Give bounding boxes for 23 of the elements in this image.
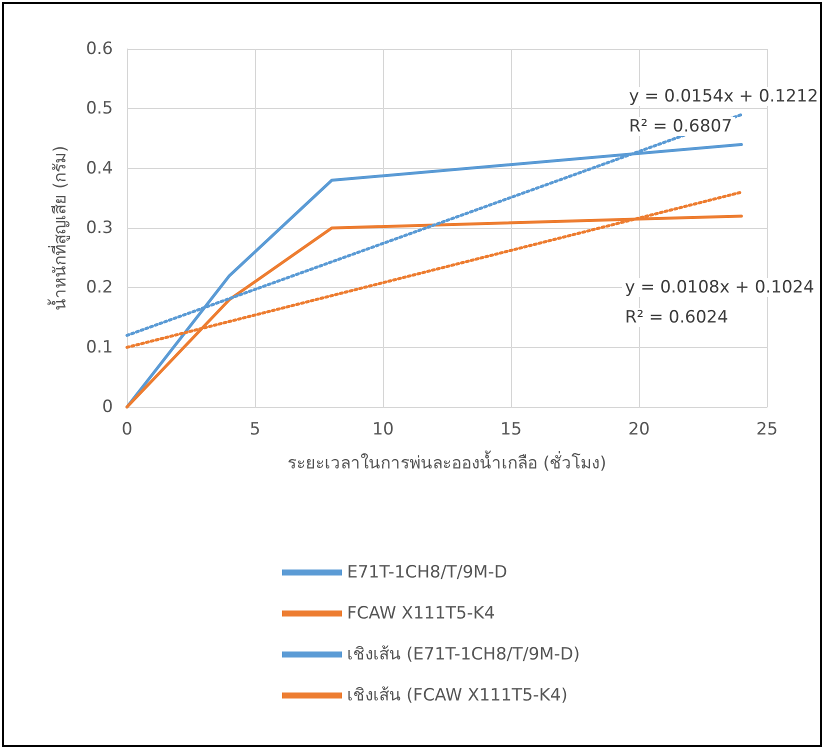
x-tick-label: 15 (500, 420, 522, 440)
annotation: R² = 0.6807 (628, 116, 732, 136)
legend-label: E71T-1CH8/T/9M-D (347, 562, 508, 582)
annotation: y = 0.0154x + 0.1212 (628, 86, 818, 106)
y-tick-label: 0.5 (86, 98, 113, 119)
x-tick-label: 20 (628, 420, 650, 440)
legend-label: FCAW X111T5-K4 (347, 604, 495, 624)
legend-label: เชิงเส้น (E71T-1CH8/T/9M-D) (347, 644, 580, 664)
y-tick-label: 0.4 (86, 158, 113, 178)
y-tick-label: 0.1 (86, 337, 113, 358)
y-tick-label: 0.6 (86, 39, 113, 59)
y-tick-label: 0 (102, 397, 113, 417)
x-axis-title: ระยะเวลาในการพ่นละอองน้ำเกลือ (ชั่วโมง) (288, 450, 606, 474)
annotation: R² = 0.6024 (624, 308, 728, 328)
x-tick-label: 0 (122, 420, 132, 440)
x-tick-label: 25 (756, 420, 778, 440)
legend-label: เชิงเส้น (FCAW X111T5-K4) (347, 686, 568, 706)
y-axis-title: น้ำหนักที่สูญเสีย (กรัม) (48, 146, 70, 310)
annotation: y = 0.0108x + 0.1024 (624, 278, 814, 298)
y-tick-label: 0.3 (86, 218, 113, 238)
x-tick-label: 5 (250, 420, 260, 440)
x-tick-label: 10 (372, 420, 394, 440)
y-tick-label: 0.2 (86, 278, 113, 298)
